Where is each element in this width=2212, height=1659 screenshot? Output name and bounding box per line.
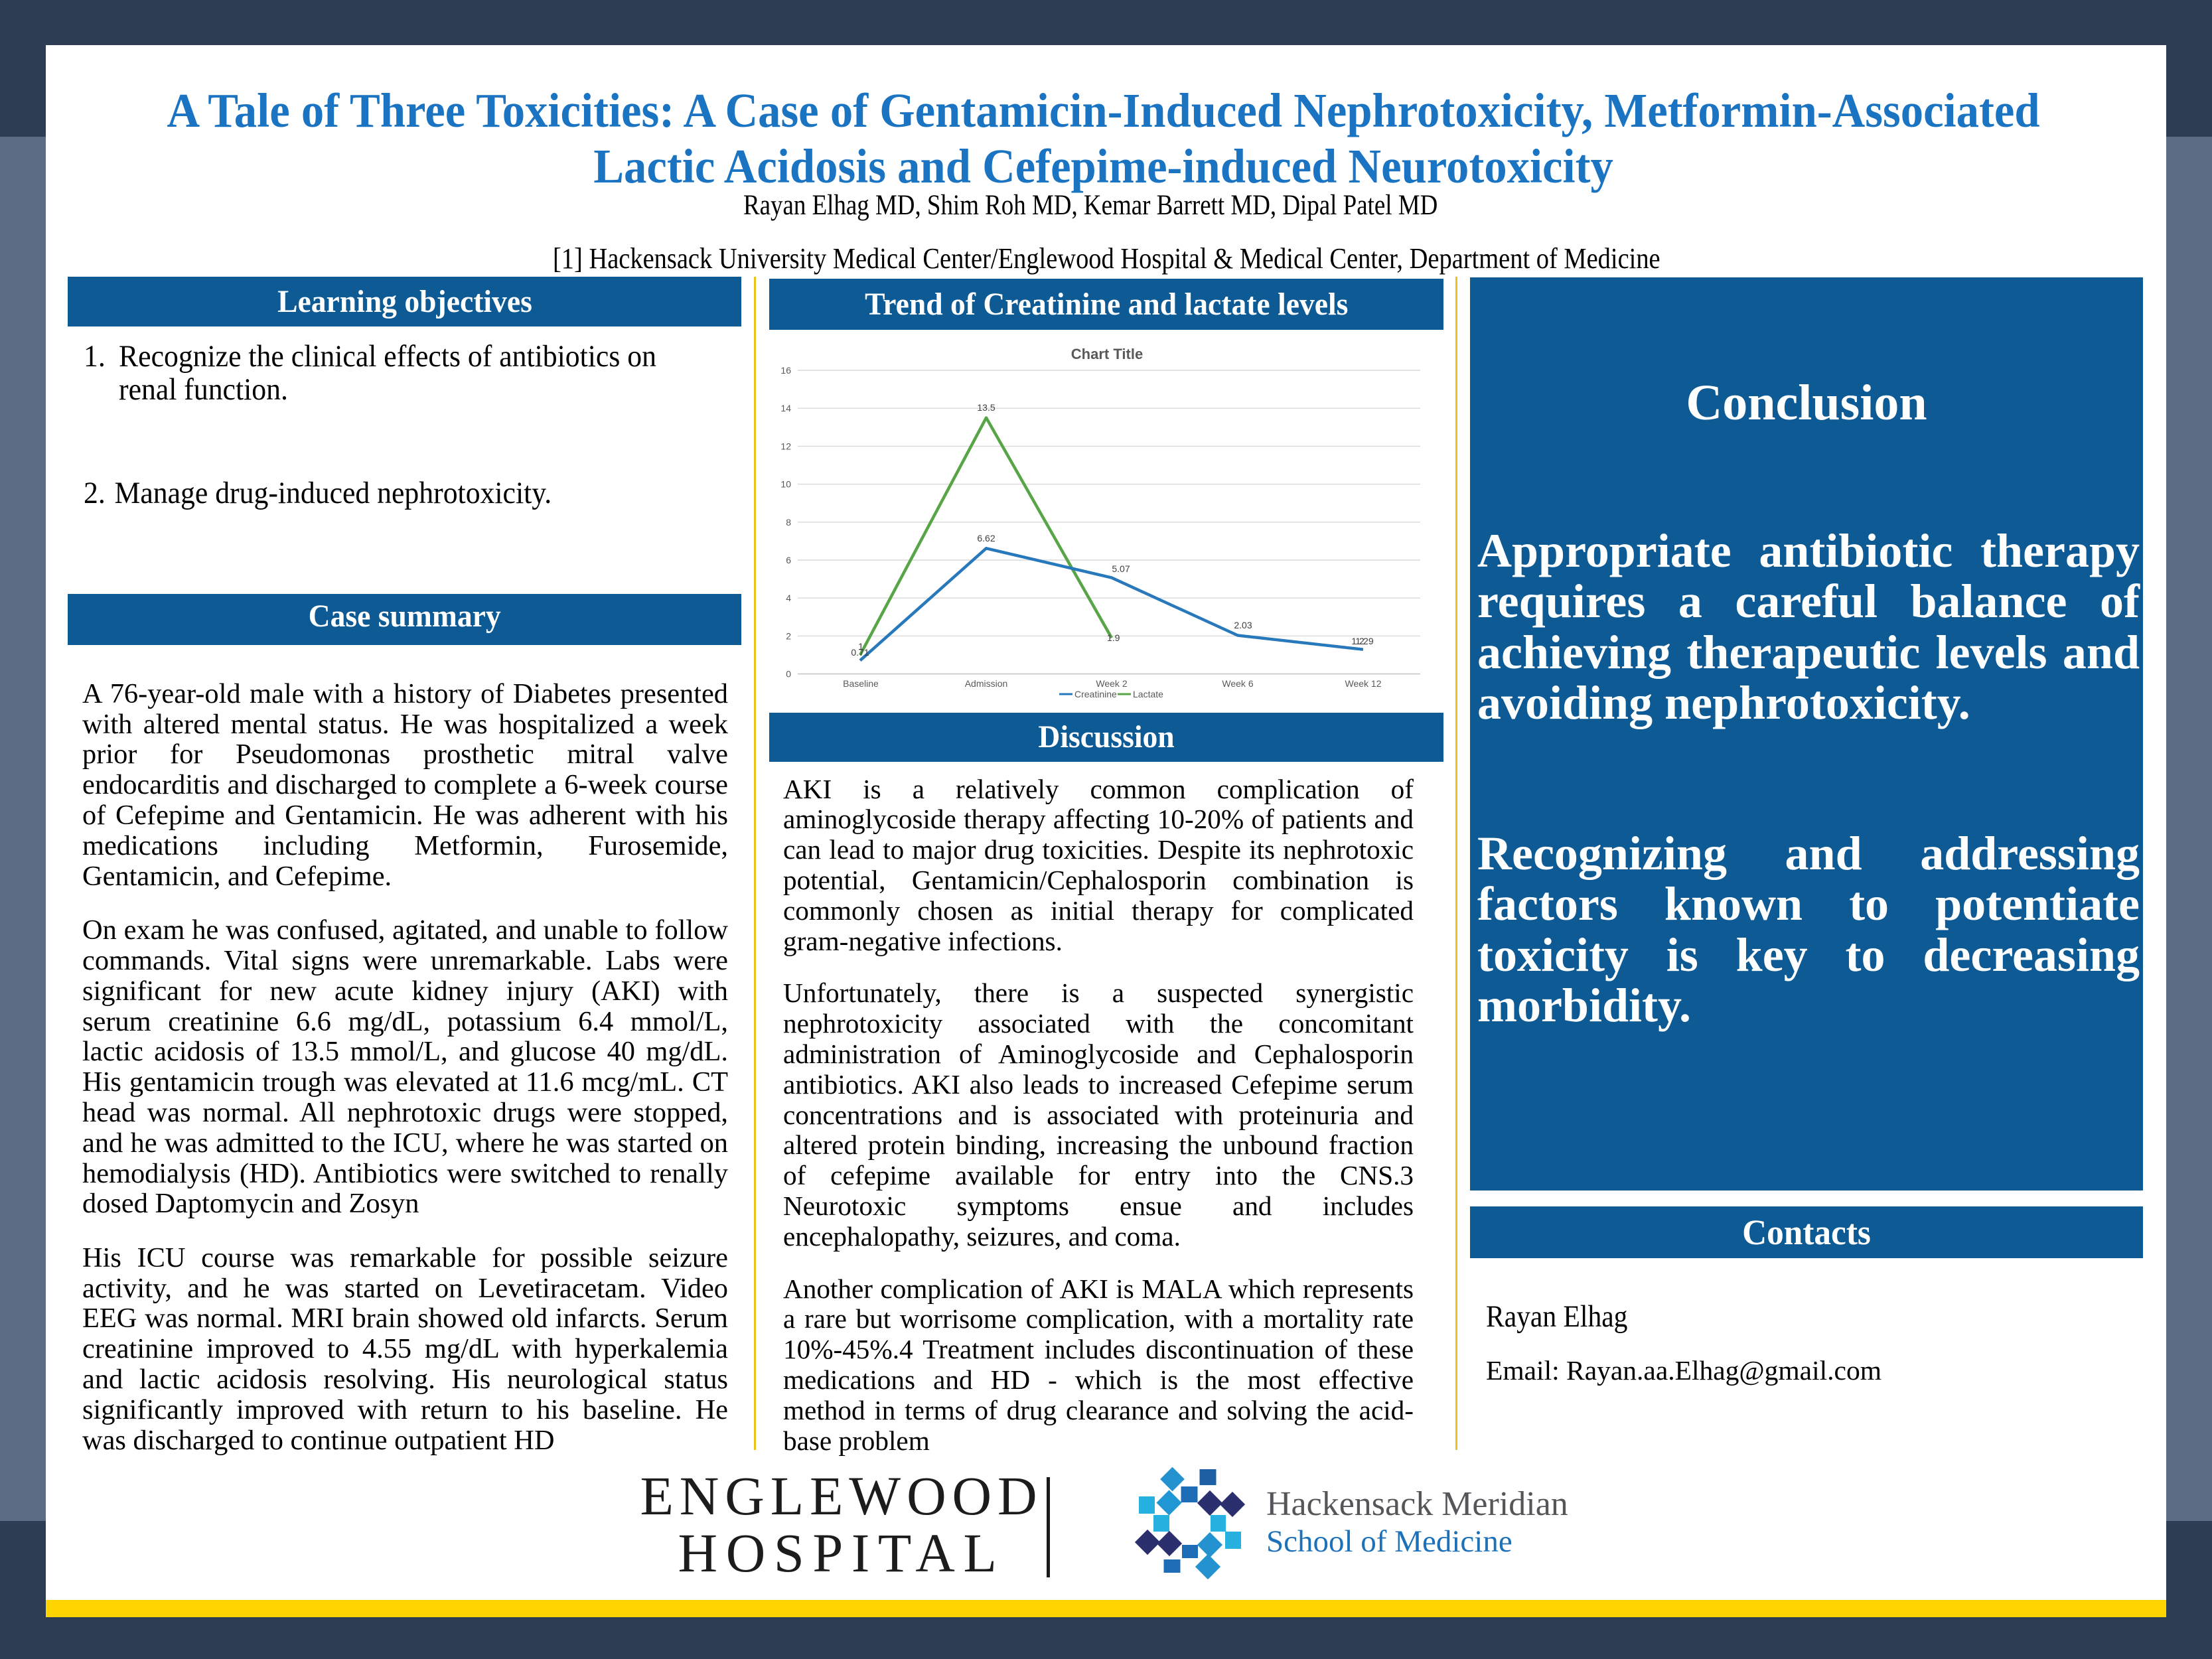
svg-text:1.9: 1.9 xyxy=(1107,632,1120,643)
svg-text:Baseline: Baseline xyxy=(843,678,879,689)
svg-text:Admission: Admission xyxy=(965,678,1008,689)
svg-text:13.5: 13.5 xyxy=(977,402,995,413)
svg-text:8: 8 xyxy=(786,517,791,528)
svg-text:10: 10 xyxy=(780,479,791,490)
svg-text:2: 2 xyxy=(786,630,791,641)
svg-text:1.2: 1.2 xyxy=(1351,636,1364,646)
svg-text:Week 6: Week 6 xyxy=(1222,678,1253,689)
svg-text:Week 2: Week 2 xyxy=(1096,678,1127,689)
svg-text:Creatinine: Creatinine xyxy=(1074,689,1117,699)
svg-text:Lactate: Lactate xyxy=(1133,689,1163,699)
svg-text:1: 1 xyxy=(858,641,863,652)
svg-text:4: 4 xyxy=(786,593,791,603)
svg-text:6.62: 6.62 xyxy=(977,533,995,543)
svg-text:1.29: 1.29 xyxy=(1355,636,1373,646)
svg-text:0.71: 0.71 xyxy=(851,647,869,658)
svg-text:12: 12 xyxy=(780,441,791,451)
svg-text:Chart Title: Chart Title xyxy=(1071,346,1143,362)
svg-text:Week 12: Week 12 xyxy=(1345,678,1382,689)
svg-text:6: 6 xyxy=(786,555,791,565)
svg-text:5.07: 5.07 xyxy=(1112,563,1130,574)
svg-text:0: 0 xyxy=(786,669,791,680)
svg-text:14: 14 xyxy=(780,403,791,413)
svg-text:2.03: 2.03 xyxy=(1234,620,1252,630)
svg-text:16: 16 xyxy=(780,365,791,376)
